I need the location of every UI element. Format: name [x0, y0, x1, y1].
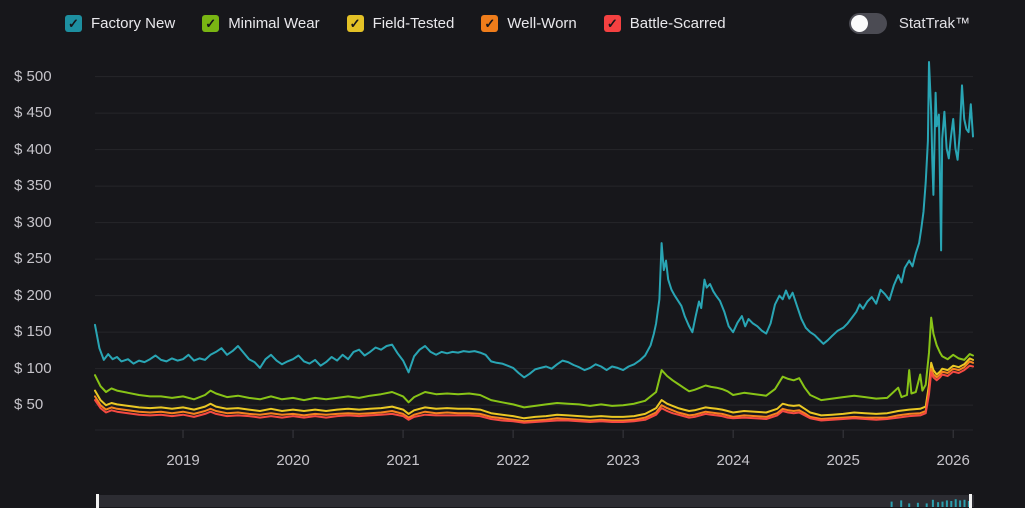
series-line-minimal-wear [94, 316, 974, 409]
legend-label: Factory New [91, 14, 176, 32]
legend-item-battle-scarred[interactable]: ✓ Battle-Scarred [603, 14, 726, 32]
y-axis-label: $ 150 [14, 323, 52, 341]
wear-legend: ✓ Factory New ✓ Minimal Wear ✓ Field-Tested ✓ W… [65, 10, 970, 36]
legend-item-minimal-wear[interactable]: ✓ Minimal Wear [202, 14, 320, 32]
y-axis-label: $ 200 [14, 286, 52, 304]
legend-label: Battle-Scarred [629, 14, 726, 32]
toggle-knob-icon [850, 14, 868, 32]
spark-tick [931, 499, 934, 507]
x-axis-label: 2026 [936, 452, 970, 469]
legend-item-factory-new[interactable]: ✓ Factory New [65, 14, 176, 32]
x-axis-label: 2022 [496, 452, 530, 469]
series-line-well-worn [94, 360, 974, 423]
legend-item-well-worn[interactable]: ✓ Well-Worn [481, 14, 577, 32]
checkbox-minimal-wear[interactable]: ✓ [202, 14, 220, 32]
spark-tick [937, 502, 940, 507]
y-axis-label: $ 450 [14, 104, 52, 122]
legend-label: Minimal Wear [228, 14, 320, 32]
spark-tick [916, 502, 919, 507]
x-axis-label: 2024 [716, 452, 750, 469]
spark-tick [890, 501, 893, 507]
checkbox-well-worn[interactable]: ✓ [481, 14, 499, 32]
checkbox-battle-scarred[interactable]: ✓ [603, 14, 621, 32]
legend-label: Well-Worn [507, 14, 577, 32]
x-axis-label: 2020 [276, 452, 310, 469]
y-axis-label: $ 100 [14, 359, 52, 377]
y-axis-label: $ 250 [14, 250, 52, 268]
navigator-sparkline [890, 499, 970, 507]
series-line-field-tested [94, 357, 974, 420]
checkbox-factory-new[interactable]: ✓ [65, 14, 82, 32]
series-line-battle-scarred [94, 364, 974, 424]
x-axis-label: 2023 [606, 452, 640, 469]
x-axis-label: 2025 [826, 452, 860, 469]
y-axis-label: $ 350 [14, 177, 52, 195]
range-navigator[interactable] [96, 494, 974, 508]
y-axis-label: $ 500 [14, 67, 52, 85]
series-line-factory-new [94, 61, 974, 379]
stattrak-label: StatTrak™ [898, 14, 970, 32]
navigator-handle-right[interactable] [969, 494, 972, 508]
spark-tick [941, 501, 944, 507]
legend-label: Field-Tested [372, 14, 455, 32]
y-axis-label: $ 300 [14, 213, 52, 231]
spark-tick [950, 501, 953, 507]
stattrak-toggle-group[interactable]: StatTrak™ [848, 12, 970, 34]
legend-item-field-tested[interactable]: ✓ Field-Tested [346, 14, 455, 32]
x-axis-label: 2021 [386, 452, 420, 469]
x-axis-label: 2019 [166, 452, 200, 469]
stattrak-toggle[interactable] [848, 12, 887, 34]
y-axis-label: $ 400 [14, 140, 52, 158]
spark-tick [963, 499, 966, 507]
checkbox-field-tested[interactable]: ✓ [346, 14, 364, 32]
navigator-handle-left[interactable] [96, 494, 99, 508]
spark-tick [954, 499, 957, 507]
y-axis-label: $ 50 [14, 396, 44, 414]
